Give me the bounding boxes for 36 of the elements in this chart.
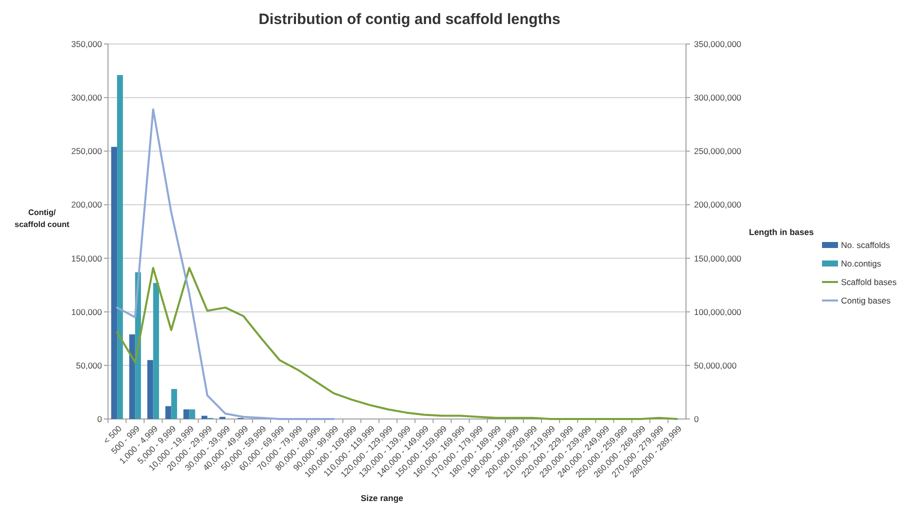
y2-tick-label: 100,000,000 xyxy=(694,306,742,317)
bar xyxy=(189,409,196,419)
legend-label: No.contigs xyxy=(841,258,882,268)
y2-tick-label: 50,000,000 xyxy=(694,360,737,370)
y-tick-label: 350,000 xyxy=(71,38,102,49)
y2-tick-label: 350,000,000 xyxy=(694,38,742,49)
bar xyxy=(165,406,172,419)
legend-label: No. scaffolds xyxy=(841,240,890,250)
y-tick-label: 300,000 xyxy=(71,92,102,103)
legend-label: Scaffold bases xyxy=(841,276,897,287)
y2-tick-label: 200,000,000 xyxy=(694,200,742,210)
y-tick-label: 200,000 xyxy=(71,200,102,210)
line-series xyxy=(116,266,678,420)
bar xyxy=(111,146,118,419)
y-tick-label: 50,000 xyxy=(76,360,102,370)
y-tick-label: 0 xyxy=(97,414,102,424)
chart-title: Distribution of contig and scaffold lengths xyxy=(258,11,560,28)
y2-axis-title: Length in bases xyxy=(749,227,814,237)
y-axis-title: Contig/ scaffold count xyxy=(14,208,70,229)
bar xyxy=(117,75,123,419)
y-tick-label: 100,000 xyxy=(71,306,102,317)
bar xyxy=(171,389,178,419)
bar xyxy=(153,282,160,419)
bar xyxy=(147,360,154,419)
bar xyxy=(201,416,208,419)
legend-label: Contig bases xyxy=(841,295,891,306)
bar xyxy=(129,334,136,419)
y-tick-label: 150,000 xyxy=(71,253,102,264)
y2-tick-label: 150,000,000 xyxy=(694,253,742,264)
line-series xyxy=(116,108,335,420)
bar xyxy=(183,409,190,419)
x-axis-title: Size range xyxy=(360,493,404,503)
y2-tick-label: 0 xyxy=(694,414,699,424)
y2-tick-label: 300,000,000 xyxy=(694,92,742,103)
y2-tick-label: 250,000,000 xyxy=(694,146,742,156)
y-tick-label: 250,000 xyxy=(71,146,102,156)
